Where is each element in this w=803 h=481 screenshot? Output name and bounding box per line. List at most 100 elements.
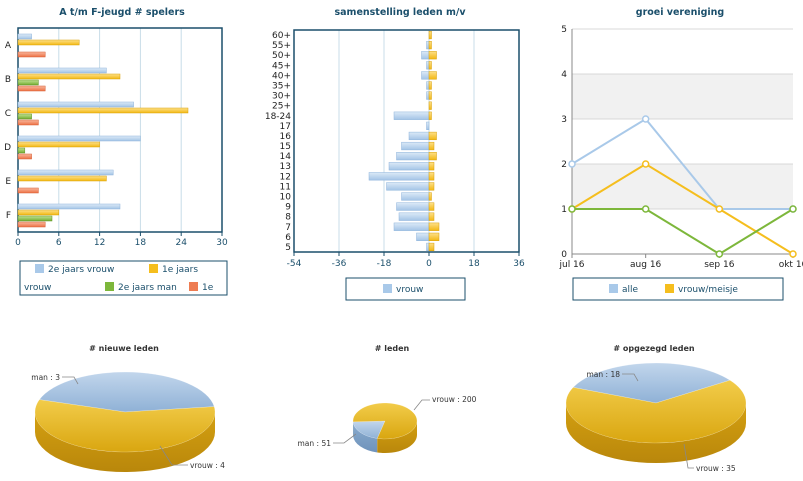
- bar: [401, 192, 430, 201]
- bar: [17, 51, 46, 58]
- x-tick-label: jul 16: [558, 260, 584, 270]
- bar: [428, 141, 435, 151]
- category-label: 17: [280, 122, 291, 132]
- category-label: C: [5, 109, 11, 119]
- bar: [428, 30, 432, 40]
- pie-leader-line: [62, 376, 79, 385]
- bar: [428, 152, 437, 161]
- bar: [428, 242, 435, 252]
- legend-box: [345, 277, 466, 301]
- bar: [428, 222, 440, 231]
- category-label: E: [5, 177, 11, 187]
- pie-side: [566, 403, 746, 463]
- legend-swatch: [149, 264, 158, 273]
- legend-swatch: [105, 282, 114, 291]
- data-point: [641, 160, 650, 168]
- bar: [428, 131, 437, 141]
- plot-frame: [293, 29, 520, 253]
- x-tick-label: 30: [216, 238, 228, 248]
- category-label: 55+: [272, 41, 291, 51]
- legend-label: 1e: [202, 283, 214, 293]
- category-label: 11: [280, 182, 291, 192]
- chart-samenstelling: samenstelling leden m/v -54 -36 -18 0 18 36 60+…: [265, 7, 525, 301]
- x-tick-label: 18: [468, 259, 480, 269]
- bar: [396, 202, 430, 211]
- bar: [428, 81, 432, 90]
- bar: [428, 51, 437, 60]
- bar: [428, 41, 432, 50]
- x-tick-label: aug 16: [630, 260, 662, 270]
- bar: [17, 85, 46, 92]
- x-tick-label: 0: [426, 259, 432, 269]
- pie-side: [35, 412, 215, 472]
- bar: [428, 212, 435, 221]
- bar: [428, 192, 432, 201]
- category-label: 30+: [272, 92, 291, 102]
- pie-leader-line: [622, 373, 639, 382]
- bar: [426, 121, 430, 130]
- x-tick-label: 6: [56, 238, 62, 248]
- bar: [17, 221, 46, 228]
- bar: [17, 135, 141, 142]
- bar: [368, 172, 430, 181]
- x-tick-label: -54: [287, 259, 302, 269]
- x-tick-label: -18: [377, 259, 392, 269]
- pie-leader-line: [413, 399, 430, 411]
- legend-label: 1e jaars: [162, 265, 198, 275]
- bar: [17, 79, 39, 86]
- pie-label: man : 51: [298, 439, 332, 448]
- y-tick-label: 5: [561, 25, 567, 35]
- legend-label: 2e jaars man: [118, 283, 177, 293]
- bar: [396, 152, 430, 161]
- bar: [398, 212, 430, 221]
- bar: [408, 131, 430, 141]
- pie-slice: [352, 420, 386, 439]
- data-point: [641, 115, 650, 123]
- category-label: 13: [280, 162, 291, 172]
- data-point: [568, 160, 576, 168]
- bar: [17, 187, 39, 194]
- pie-label: man : 3: [31, 373, 60, 382]
- data-point: [641, 205, 650, 213]
- data-point: [715, 250, 724, 258]
- y-tick-label: 3: [561, 115, 567, 125]
- bar: [17, 39, 80, 46]
- bar: [428, 91, 432, 100]
- bar: [426, 242, 430, 252]
- bar: [393, 222, 430, 231]
- plot-frame: [17, 27, 223, 233]
- bar: [428, 111, 432, 120]
- bar: [426, 41, 430, 50]
- legend-swatch: [189, 282, 198, 291]
- bar: [17, 119, 39, 126]
- chart-title: # opgezegd leden: [613, 344, 695, 353]
- bar: [428, 232, 440, 241]
- bar: [426, 81, 430, 90]
- pie-slice: [572, 362, 731, 404]
- pie-leader-line: [159, 445, 188, 466]
- data-point: [789, 250, 797, 258]
- pie-slice: [352, 402, 418, 440]
- y-tick-label: 0: [561, 250, 567, 260]
- bar: [17, 113, 32, 120]
- bar: [426, 91, 430, 100]
- category-label: 14: [280, 152, 292, 162]
- chart-jeugd-spelers: A t/m F-jeugd # spelers 0 6 12 18 24 30 A B C D E F 2…: [4, 7, 228, 296]
- category-label: 16: [280, 132, 292, 142]
- chart-opgezegd-leden: # opgezegd leden man : 18 vrouw : 35: [565, 344, 747, 473]
- category-label: 8: [285, 213, 291, 223]
- category-label: 50+: [272, 51, 291, 61]
- legend-label: vrouw: [24, 283, 51, 293]
- chart-title: samenstelling leden m/v: [334, 7, 466, 18]
- bar: [428, 162, 435, 171]
- pie-slice: [565, 379, 747, 444]
- category-label: 6: [285, 233, 291, 243]
- bar: [17, 107, 189, 114]
- category-label: 15: [280, 142, 291, 152]
- legend-label: alle: [622, 285, 639, 295]
- legend-swatch: [35, 264, 44, 273]
- bar: [386, 182, 430, 191]
- legend-label: 2e jaars vrouw: [48, 265, 114, 275]
- legend-swatch: [609, 284, 618, 293]
- bar: [428, 182, 435, 191]
